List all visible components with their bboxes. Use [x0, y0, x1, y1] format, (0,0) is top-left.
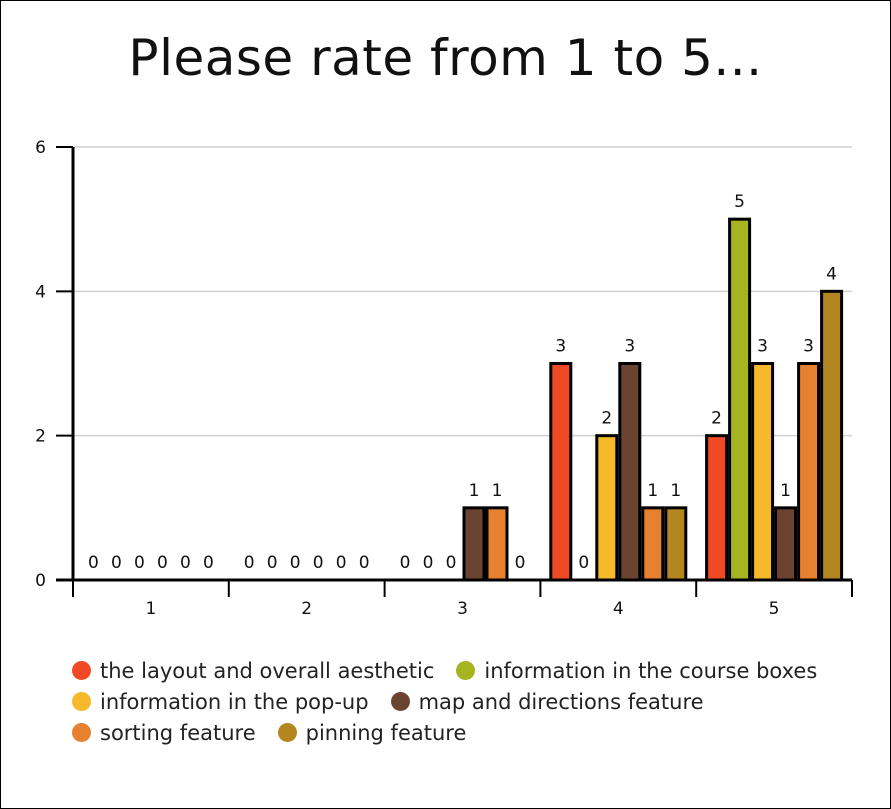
bar: [774, 506, 798, 582]
legend-item-course-boxes: information in the course boxes: [456, 659, 817, 683]
legend-marker: [72, 723, 91, 742]
data-label: 0: [88, 553, 99, 573]
legend-label: information in the pop-up: [100, 689, 369, 714]
legend-marker: [72, 661, 91, 680]
x-tick-label: 1: [145, 599, 156, 619]
bar: [485, 506, 509, 582]
data-label: 3: [624, 337, 635, 357]
data-label: 0: [400, 553, 411, 573]
data-label: 0: [336, 553, 347, 573]
legend-marker: [390, 692, 410, 711]
bar: [618, 362, 642, 582]
data-label: 3: [555, 337, 566, 357]
x-tick-label: 5: [769, 599, 780, 619]
legend-marker: [456, 661, 476, 680]
legend-row: the layout and overall aesthetic informa…: [72, 655, 839, 686]
data-label: 0: [359, 553, 370, 573]
x-tick-label: 2: [301, 599, 312, 619]
x-tick-label: 4: [613, 599, 624, 619]
data-label: 5: [734, 192, 745, 212]
data-label: 0: [157, 553, 168, 573]
data-label: 0: [515, 553, 526, 573]
bar: [462, 506, 486, 582]
data-label: 1: [469, 481, 480, 501]
legend: the layout and overall aesthetic informa…: [72, 655, 839, 748]
data-label: 2: [711, 409, 722, 429]
data-label: 0: [203, 553, 214, 573]
legend-item-pinning: pinning feature: [277, 720, 467, 745]
data-label: 3: [757, 337, 768, 357]
legend-label: information in the course boxes: [484, 658, 818, 683]
data-label: 3: [803, 337, 814, 357]
data-label: 1: [780, 481, 791, 501]
legend-item-popup: information in the pop-up: [72, 690, 369, 714]
data-label: 0: [446, 553, 457, 573]
bar: [728, 217, 752, 582]
data-label: 1: [492, 481, 503, 501]
bar: [641, 506, 665, 582]
legend-row: information in the pop-up map and direct…: [72, 686, 839, 717]
legend-marker: [72, 692, 91, 711]
data-label: 0: [290, 553, 301, 573]
legend-item-map: map and directions feature: [390, 689, 704, 714]
data-label: 0: [267, 553, 278, 573]
bar: [595, 434, 619, 582]
data-label: 4: [826, 264, 837, 284]
legend-label: pinning feature: [305, 720, 467, 745]
data-label: 2: [601, 409, 612, 429]
data-label: 1: [670, 481, 681, 501]
x-tick-label: 3: [457, 599, 468, 619]
legend-label: the layout and overall aesthetic: [100, 658, 435, 683]
bar: [797, 362, 821, 582]
legend-marker: [277, 723, 297, 742]
y-tick-label: 4: [35, 282, 46, 302]
y-tick-label: 0: [35, 571, 46, 591]
bar: [664, 506, 688, 582]
bar: [705, 434, 729, 582]
bar: [549, 362, 573, 582]
data-label: 0: [313, 553, 324, 573]
y-tick-label: 6: [35, 138, 46, 158]
chart-title: Please rate from 1 to 5...: [128, 29, 763, 87]
data-label: 0: [134, 553, 145, 573]
legend-label: map and directions feature: [418, 689, 704, 714]
legend-row: sorting feature pinning feature: [72, 717, 839, 748]
data-label: 1: [647, 481, 658, 501]
data-label: 0: [180, 553, 191, 573]
data-label: 0: [423, 553, 434, 573]
bar: [751, 362, 775, 582]
legend-item-layout: the layout and overall aesthetic: [72, 659, 434, 683]
data-label: 0: [244, 553, 255, 573]
data-label: 0: [578, 553, 589, 573]
legend-item-sorting: sorting feature: [72, 721, 256, 745]
data-label: 0: [111, 553, 122, 573]
y-tick-label: 2: [35, 427, 46, 447]
bar: [820, 289, 844, 582]
legend-label: sorting feature: [100, 720, 256, 745]
